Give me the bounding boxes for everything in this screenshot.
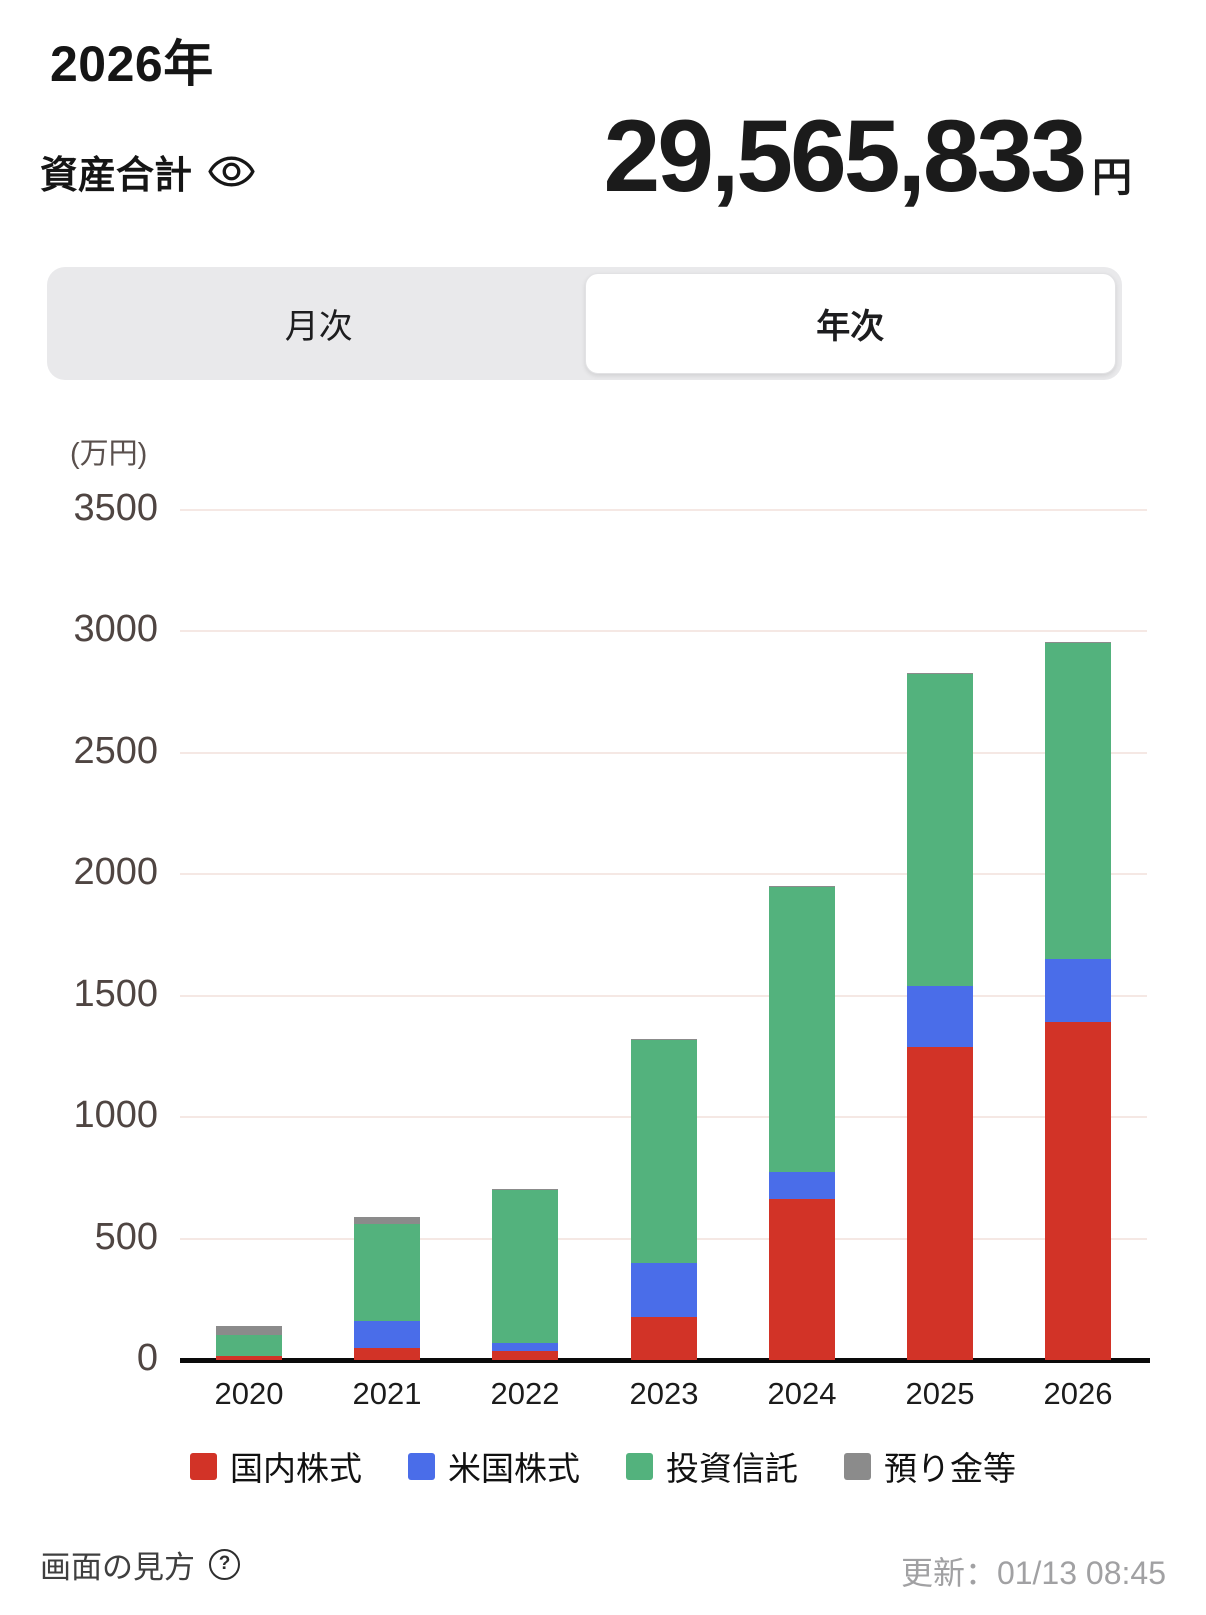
page-title: 2026年 (50, 36, 214, 92)
bar-2024-国内株式 (769, 1199, 835, 1360)
legend-label-国内株式: 国内株式 (230, 1450, 362, 1487)
gridline-2500 (180, 751, 1147, 754)
x-tick-label-2025: 2025 (905, 1376, 975, 1411)
bar-2021-国内株式 (354, 1348, 420, 1360)
legend-swatch-投資信託 (626, 1452, 653, 1480)
legend-item-米国株式: 米国株式 (408, 1442, 580, 1490)
tab-yearly[interactable]: 年次 (584, 273, 1116, 374)
y-tick-label-3500: 3500 (73, 487, 158, 529)
chart-legend: 国内株式 米国株式 投資信託 預り金等 (0, 1442, 1206, 1490)
gridline-3000 (180, 630, 1147, 633)
bar-2022-預り金等 (492, 1189, 558, 1190)
chart-unit-label: (万円) (70, 438, 148, 470)
bar-2020-国内株式 (216, 1356, 282, 1360)
assets-total-value: 29,565,833 (603, 99, 1087, 213)
x-axis-line (180, 1358, 1150, 1363)
bar-2024-米国株式 (769, 1172, 835, 1199)
legend-item-国内株式: 国内株式 (190, 1442, 362, 1490)
y-tick-label-500: 500 (94, 1215, 158, 1258)
bar-2023-預り金等 (631, 1039, 697, 1040)
gridline-2000 (180, 873, 1147, 876)
period-tabbar: 月次 年次 (47, 267, 1122, 380)
bar-2020-預り金等 (216, 1326, 282, 1335)
assets-total-unit: 円 (1092, 156, 1132, 200)
bar-2025-投資信託 (907, 674, 973, 986)
x-tick-label-2023: 2023 (629, 1376, 699, 1411)
question-icon: ? (209, 1548, 240, 1580)
x-tick-label-2024: 2024 (767, 1376, 837, 1411)
bar-2023-国内株式 (631, 1317, 697, 1360)
bar-2020-投資信託 (216, 1335, 282, 1356)
bar-2026-預り金等 (1045, 642, 1111, 643)
x-tick-label-2022: 2022 (490, 1376, 560, 1411)
help-link[interactable]: 画面の見方 ? (40, 1544, 240, 1585)
gridline-1500 (180, 994, 1147, 997)
eye-icon[interactable] (208, 155, 255, 188)
bar-2025-国内株式 (907, 1047, 973, 1360)
bar-2022-米国株式 (492, 1343, 558, 1351)
tab-monthly[interactable]: 月次 (284, 308, 353, 346)
gridline-3500 (180, 509, 1147, 511)
legend-swatch-預り金等 (844, 1452, 871, 1480)
bar-2026-米国株式 (1045, 959, 1111, 1022)
y-tick-label-3000: 3000 (73, 608, 158, 651)
gridline-500 (180, 1237, 1147, 1240)
bar-2026-投資信託 (1045, 643, 1111, 959)
bar-2026-国内株式 (1045, 1022, 1111, 1360)
legend-swatch-米国株式 (408, 1452, 435, 1480)
gridline-1000 (180, 1116, 1147, 1119)
y-tick-label-0: 0 (136, 1337, 158, 1379)
assets-total-label: 資産合計 (40, 154, 193, 197)
bar-2025-米国株式 (907, 986, 973, 1047)
y-tick-label-2500: 2500 (73, 729, 158, 772)
x-tick-label-2026: 2026 (1043, 1376, 1113, 1411)
legend-item-投資信託: 投資信託 (626, 1442, 798, 1490)
legend-label-米国株式: 米国株式 (448, 1450, 580, 1487)
legend-label-預り金等: 預り金等 (884, 1450, 1016, 1487)
bar-2021-預り金等 (354, 1217, 420, 1224)
x-tick-label-2021: 2021 (352, 1376, 422, 1411)
bar-2023-投資信託 (631, 1040, 697, 1263)
legend-label-投資信託: 投資信託 (666, 1450, 798, 1487)
help-label: 画面の見方 (40, 1549, 195, 1585)
bar-2024-投資信託 (769, 887, 835, 1172)
y-tick-label-1000: 1000 (73, 1094, 158, 1137)
updated-timestamp: 更新：01/13 08:45 (900, 1555, 1166, 1591)
x-tick-label-2020: 2020 (214, 1376, 284, 1411)
y-tick-label-1500: 1500 (73, 972, 158, 1015)
bar-2025-預り金等 (907, 673, 973, 674)
assets-total: 29,565,833 円 (300, 98, 1133, 215)
bar-2021-米国株式 (354, 1321, 420, 1348)
bar-2024-預り金等 (769, 886, 835, 887)
bar-2023-米国株式 (631, 1263, 697, 1317)
bar-2022-投資信託 (492, 1190, 558, 1343)
legend-swatch-国内株式 (190, 1452, 217, 1480)
bar-2021-投資信託 (354, 1224, 420, 1321)
legend-item-預り金等: 預り金等 (844, 1442, 1016, 1490)
bar-2022-国内株式 (492, 1351, 558, 1360)
y-tick-label-2000: 2000 (73, 851, 158, 894)
assets-total-row: 資産合計 (40, 140, 255, 202)
